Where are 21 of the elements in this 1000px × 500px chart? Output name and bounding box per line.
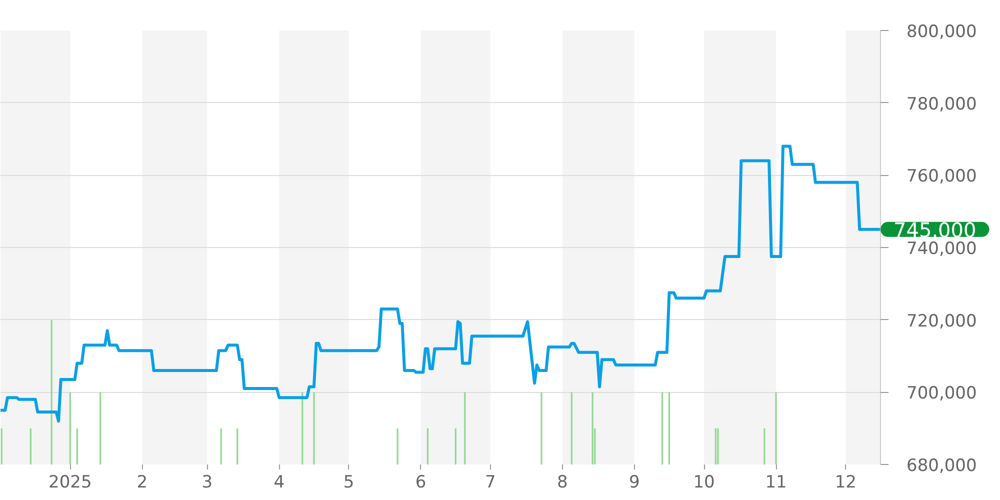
annotation: 745,000 [894, 218, 976, 242]
y-tick-label: 680,000 [906, 456, 977, 476]
x-tick-label: 2025 [48, 472, 92, 492]
x-tick-label: 4 [274, 472, 285, 492]
y-tick-label: 700,000 [906, 384, 977, 404]
x-tick-label: 8 [556, 472, 568, 492]
y-tick-label: 720,000 [906, 311, 977, 332]
y-tick-label: 780,000 [906, 94, 977, 114]
y-tick-label: 800,000 [906, 22, 977, 42]
y-tick-label: 740,000 [906, 239, 977, 259]
x-tick-label: 7 [485, 472, 496, 492]
x-tick-label: 10 [693, 472, 715, 492]
x-tick-label: 9 [628, 472, 640, 492]
x-tick-label: 12 [834, 472, 856, 492]
line-series [0, 144, 880, 423]
x-tick-label: 2 [136, 472, 148, 492]
y-tick-label: 760,000 [906, 166, 977, 187]
x-tick-label: 3 [202, 472, 213, 492]
x-tick-label: 11 [765, 472, 787, 492]
x-tick-label: 6 [415, 472, 426, 492]
x-tick-label: 5 [343, 472, 354, 492]
